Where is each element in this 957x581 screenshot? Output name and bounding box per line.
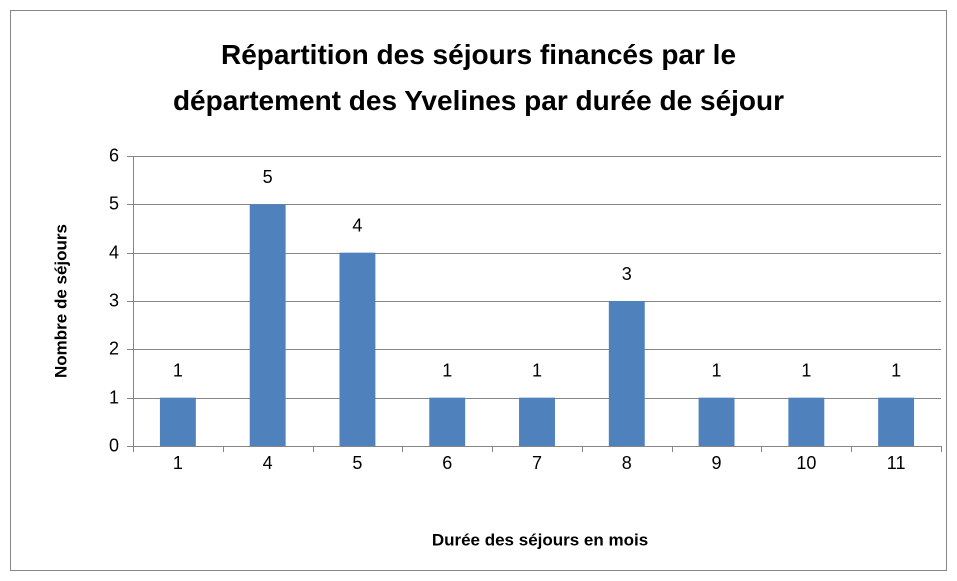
bar [519,397,555,446]
y-tick-label: 6 [109,145,119,165]
data-label: 4 [352,215,362,235]
y-tick-label: 3 [109,290,119,310]
x-tick-label: 4 [263,453,273,473]
bar [878,397,915,446]
y-tick-label: 5 [109,193,119,213]
data-label: 1 [712,360,722,380]
bar [339,252,376,446]
x-axis-label: Durée des séjours en mois [432,530,648,549]
bar [788,397,825,446]
x-tick-label: 5 [352,453,362,473]
y-axis-label: Nombre de séjours [51,224,70,378]
chart-border [10,10,947,571]
data-label: 1 [173,360,183,380]
data-label: 1 [801,360,811,380]
chart-title: Répartition des séjours financés par le … [172,39,785,116]
y-tick-label: 0 [109,435,119,455]
x-tick-label: 11 [887,453,906,473]
bar [249,204,286,446]
bar [698,397,735,446]
bar [159,397,196,446]
x-tick-label: 9 [712,453,722,473]
y-tick-label: 1 [109,387,119,407]
x-tick-label: 8 [622,453,632,473]
data-label: 1 [891,360,901,380]
data-label: 1 [532,360,542,380]
x-tick-label: 7 [532,453,542,473]
bar [608,301,645,446]
x-tick-label: 1 [173,453,183,473]
bar [429,397,466,446]
data-label: 5 [263,167,273,187]
data-label: 1 [442,360,452,380]
data-label: 3 [622,264,632,284]
y-tick-label: 2 [109,338,119,358]
y-tick-label: 4 [109,242,119,262]
x-tick-label: 10 [796,453,816,473]
x-tick-label: 6 [442,453,452,473]
